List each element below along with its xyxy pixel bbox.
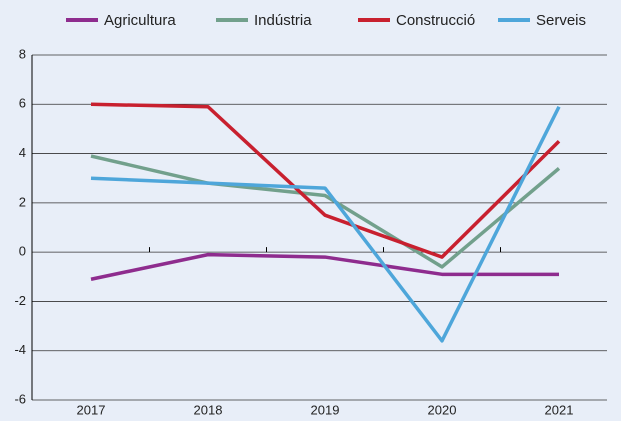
x-tick-label: 2017 xyxy=(77,402,106,417)
x-tick-label: 2018 xyxy=(194,402,223,417)
y-tick-label: 2 xyxy=(19,194,26,209)
x-tick-label: 2021 xyxy=(545,402,574,417)
series-line xyxy=(90,252,559,281)
y-tick-label: 4 xyxy=(19,145,26,160)
y-tick-label: -6 xyxy=(14,391,26,406)
x-tick-label: 2020 xyxy=(428,402,457,417)
y-tick-label: -4 xyxy=(14,342,26,357)
y-tick-label: 8 xyxy=(19,46,26,61)
y-tick-label: 0 xyxy=(19,244,26,259)
legend-label: Serveis xyxy=(536,12,586,29)
series-line xyxy=(90,105,561,343)
series-line xyxy=(90,102,561,259)
x-tick-label: 2019 xyxy=(311,402,340,417)
series-line xyxy=(90,154,561,269)
legend-label: Construcció xyxy=(396,12,475,29)
legend-label: Indústria xyxy=(254,12,312,29)
legend-label: Agricultura xyxy=(104,12,176,29)
y-tick-label: 6 xyxy=(19,96,26,111)
y-tick-label: -2 xyxy=(14,293,26,308)
